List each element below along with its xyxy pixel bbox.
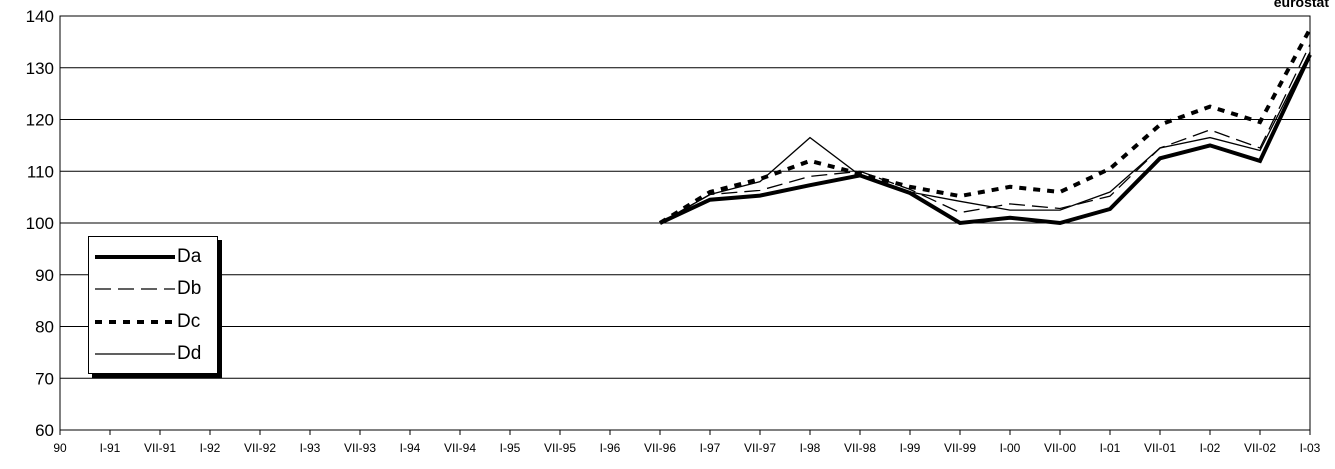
y-tick-label-80: 80 xyxy=(35,318,54,337)
x-tick-label-6: VII-93 xyxy=(344,441,376,455)
legend-label-da: Da xyxy=(177,246,202,267)
x-tick-label-8: VII-94 xyxy=(444,441,476,455)
x-tick-label-2: VII-91 xyxy=(144,441,176,455)
y-tick-label-70: 70 xyxy=(35,369,54,388)
x-tick-label-14: VII-97 xyxy=(744,441,776,455)
legend-item-db: Db xyxy=(89,275,217,301)
x-tick-label-22: VII-01 xyxy=(1144,441,1176,455)
legend-item-da: Da xyxy=(89,243,217,269)
x-tick-label-24: VII-02 xyxy=(1244,441,1276,455)
x-tick-label-12: VII-96 xyxy=(644,441,676,455)
y-tick-label-100: 100 xyxy=(26,214,54,233)
y-tick-label-60: 60 xyxy=(35,421,54,440)
x-tick-label-7: I-94 xyxy=(400,441,421,455)
x-tick-label-23: I-02 xyxy=(1200,441,1221,455)
series-line-da xyxy=(659,53,1312,226)
legend-label-dc: Dc xyxy=(177,311,201,332)
legend-label-dd: Dd xyxy=(177,343,202,364)
x-tick-label-19: I-00 xyxy=(1000,441,1021,455)
x-tick-label-9: I-95 xyxy=(500,441,521,455)
legend-item-dd: Dd xyxy=(89,340,217,366)
x-tick-label-16: VII-98 xyxy=(844,441,876,455)
series-line-dd xyxy=(659,51,1311,224)
series-line-db xyxy=(659,44,1311,224)
y-tick-label-140: 140 xyxy=(26,7,54,26)
plot-area-border xyxy=(59,15,1311,431)
x-tick-label-21: I-01 xyxy=(1100,441,1121,455)
x-tick-label-10: VII-95 xyxy=(544,441,576,455)
eurostat-logo: eurostat xyxy=(1273,0,1329,10)
x-tick-label-4: VII-92 xyxy=(244,441,276,455)
x-tick-label-0: 90 xyxy=(53,441,67,455)
x-tick-label-13: I-97 xyxy=(700,441,721,455)
x-tick-label-3: I-92 xyxy=(200,441,221,455)
x-tick-label-11: I-96 xyxy=(600,441,621,455)
x-tick-label-5: I-93 xyxy=(300,441,321,455)
legend: Da Db Dc Dd xyxy=(88,236,218,374)
y-tick-label-110: 110 xyxy=(27,162,54,181)
x-tick-label-20: VII-00 xyxy=(1044,441,1076,455)
legend-item-dc: Dc xyxy=(89,308,217,334)
x-tick-label-18: VII-99 xyxy=(944,441,976,455)
legend-label-db: Db xyxy=(177,278,202,299)
y-tick-label-130: 130 xyxy=(26,59,54,78)
y-tick-label-120: 120 xyxy=(26,111,54,130)
y-tick-label-90: 90 xyxy=(35,266,54,285)
x-tick-label-1: I-91 xyxy=(100,441,121,455)
x-tick-label-15: I-98 xyxy=(800,441,821,455)
x-tick-label-17: I-99 xyxy=(900,441,921,455)
x-tick-label-25: I-03 xyxy=(1300,441,1321,455)
